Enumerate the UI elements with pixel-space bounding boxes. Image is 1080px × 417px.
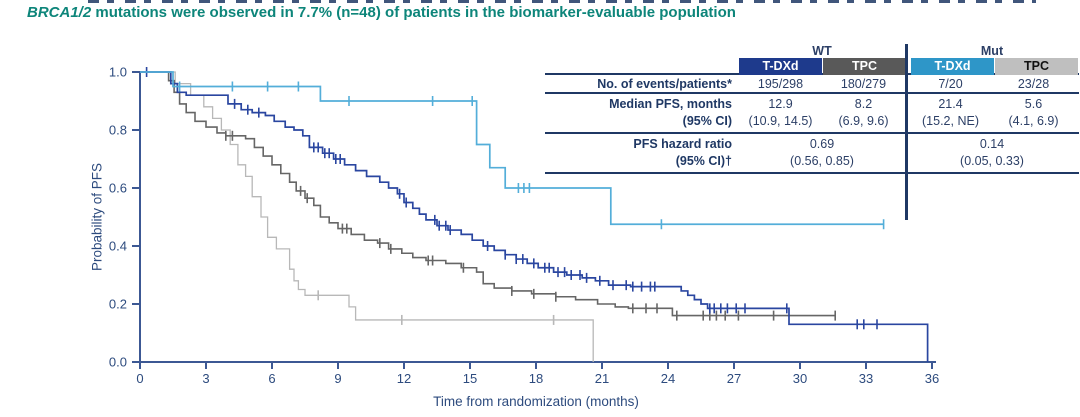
hazard-ratio-row: PFS hazard ratio (95% CI)† 0.69 (0.56, 0… bbox=[545, 134, 1079, 174]
hr-mut: 0.14 (0.05, 0.33) bbox=[960, 137, 1024, 168]
km-curve-tpc-mut- bbox=[140, 71, 594, 362]
x-tick-label: 3 bbox=[202, 371, 209, 386]
spacer-cell bbox=[545, 44, 739, 58]
y-tick-label: 0.0 bbox=[109, 355, 127, 370]
y-tick-label: 0.6 bbox=[109, 181, 127, 196]
group-header-wt: WT bbox=[812, 44, 832, 58]
x-tick-label: 27 bbox=[727, 371, 741, 386]
median-tdxd-mut: 21.4 (15.2, NE) bbox=[922, 97, 979, 128]
x-tick-label: 6 bbox=[268, 371, 275, 386]
column-header-row: T-DXd TPC T-DXd TPC bbox=[545, 58, 1079, 75]
events-label: No. of events/patients* bbox=[597, 77, 732, 91]
x-tick-label: 0 bbox=[136, 371, 143, 386]
page-title-gene: BRCA1/2 bbox=[27, 4, 92, 21]
median-row: Median PFS, months (95% CI) 12.9 (10.9, … bbox=[545, 94, 1079, 134]
y-axis-label: Probability of PFS bbox=[89, 162, 105, 272]
clipped-heading-fragment bbox=[88, 0, 1036, 3]
col-header-tpc-wt: TPC bbox=[823, 58, 906, 75]
y-tick-label: 0.4 bbox=[109, 239, 127, 254]
y-tick-label: 1.0 bbox=[109, 65, 127, 80]
x-tick-label: 33 bbox=[859, 371, 873, 386]
x-tick-label: 21 bbox=[595, 371, 609, 386]
x-axis-label: Time from randomization (months) bbox=[433, 394, 639, 409]
x-tick-label: 15 bbox=[463, 371, 477, 386]
events-tdxd-mut: 7/20 bbox=[938, 77, 963, 91]
x-tick-label: 24 bbox=[661, 371, 675, 386]
median-tpc-mut: 5.6 (4.1, 6.9) bbox=[1008, 97, 1059, 128]
events-tpc-mut: 23/28 bbox=[1017, 77, 1050, 91]
km-curve-t-dxd-wt- bbox=[140, 71, 929, 362]
stats-table: WT Mut T-DXd TPC T-DXd TPC No. of events… bbox=[545, 44, 1079, 220]
y-tick-label: 0.2 bbox=[109, 297, 127, 312]
col-header-tdxd-mut: T-DXd bbox=[911, 58, 994, 75]
median-label: Median PFS, months (95% CI) bbox=[609, 97, 732, 128]
group-header-row: WT Mut bbox=[545, 44, 1079, 58]
km-curve-tpc-wt- bbox=[140, 71, 836, 317]
events-row: No. of events/patients* 195/298 180/279 … bbox=[545, 75, 1079, 94]
page-title-text: mutations were observed in 7.7% (n=48) o… bbox=[91, 4, 736, 21]
y-tick-label: 0.8 bbox=[109, 123, 127, 138]
x-tick-label: 36 bbox=[925, 371, 939, 386]
hr-label: PFS hazard ratio (95% CI)† bbox=[633, 137, 732, 168]
events-tdxd-wt: 195/298 bbox=[757, 77, 804, 91]
hr-wt: 0.69 (0.56, 0.85) bbox=[790, 137, 854, 168]
x-tick-label: 12 bbox=[397, 371, 411, 386]
wt-mut-divider bbox=[905, 44, 908, 220]
x-tick-label: 9 bbox=[334, 371, 341, 386]
events-tpc-wt: 180/279 bbox=[840, 77, 887, 91]
x-tick-label: 18 bbox=[529, 371, 543, 386]
x-tick-label: 30 bbox=[793, 371, 807, 386]
col-header-tpc-mut: TPC bbox=[995, 58, 1078, 75]
median-tpc-wt: 8.2 (6.9, 9.6) bbox=[838, 97, 889, 128]
group-header-mut: Mut bbox=[980, 44, 1004, 58]
median-tdxd-wt: 12.9 (10.9, 14.5) bbox=[748, 97, 813, 128]
page-title: BRCA1/2 mutations were observed in 7.7% … bbox=[27, 4, 736, 21]
col-header-tdxd-wt: T-DXd bbox=[739, 58, 822, 75]
km-curve-t-dxd-mut- bbox=[140, 71, 884, 226]
spacer-cell bbox=[545, 58, 739, 73]
